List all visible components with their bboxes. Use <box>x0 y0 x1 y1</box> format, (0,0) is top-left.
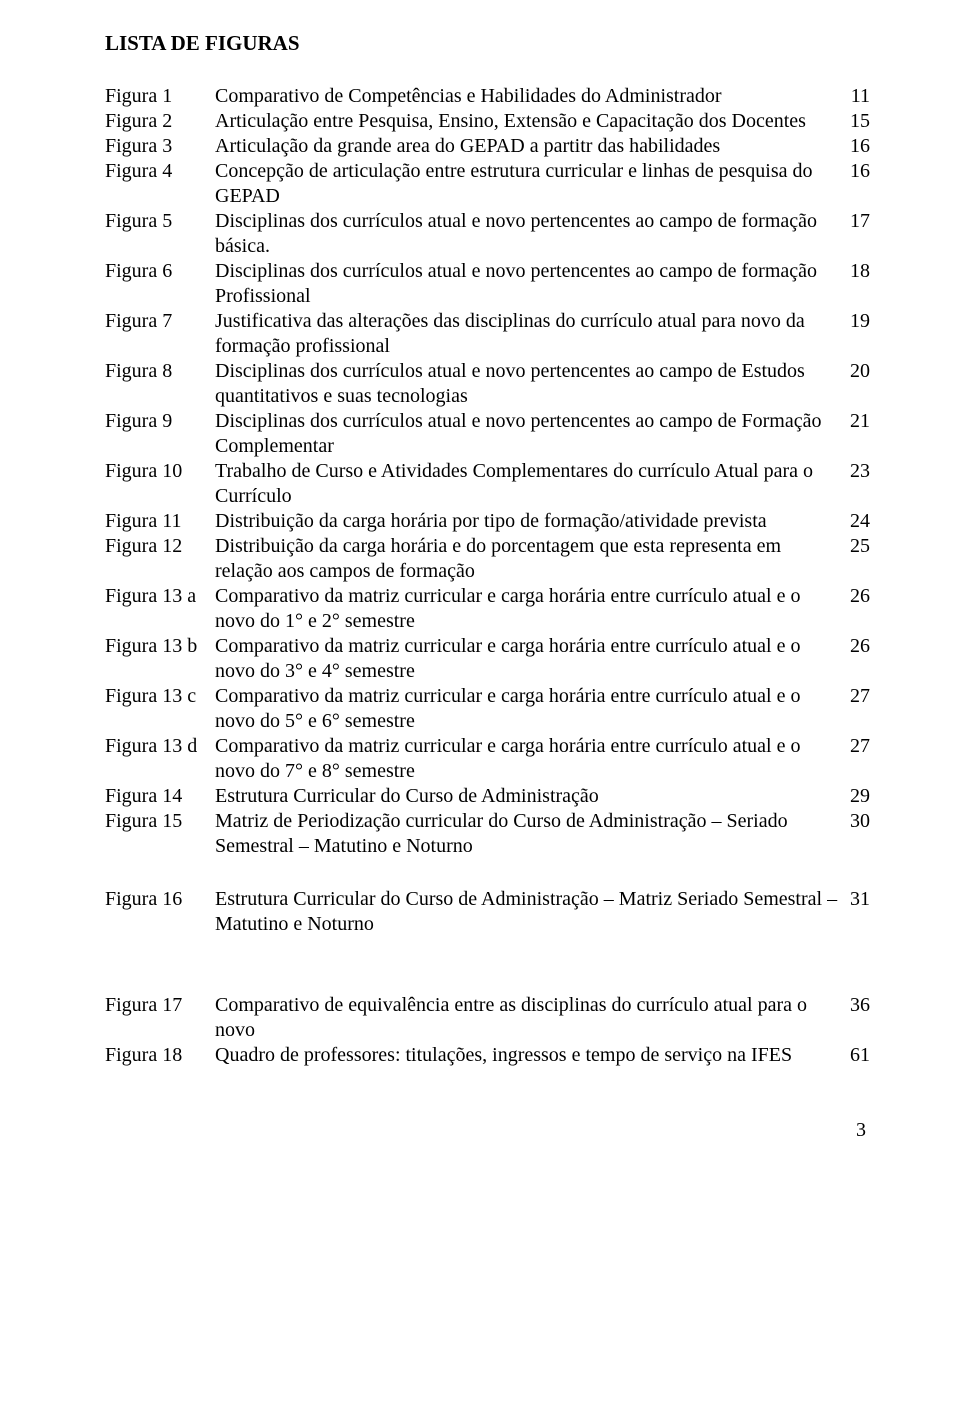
figure-list-table: Figura 1Comparativo de Competências e Ha… <box>105 84 870 1068</box>
figure-description: Justificativa das alterações das discipl… <box>215 309 838 359</box>
figure-page: 30 <box>838 809 870 859</box>
table-row: Figura 17Comparativo de equivalência ent… <box>105 993 870 1043</box>
figure-description: Matriz de Periodização curricular do Cur… <box>215 809 838 859</box>
figure-page: 16 <box>838 159 870 209</box>
figure-label: Figura 15 <box>105 809 215 859</box>
figure-label: Figura 5 <box>105 209 215 259</box>
table-row: Figura 13 aComparativo da matriz curricu… <box>105 584 870 634</box>
table-row: Figura 14Estrutura Curricular do Curso d… <box>105 784 870 809</box>
figure-label: Figura 13 a <box>105 584 215 634</box>
figure-page: 27 <box>838 684 870 734</box>
figure-page: 61 <box>838 1043 870 1068</box>
figure-description: Concepção de articulação entre estrutura… <box>215 159 838 209</box>
table-row: Figura 18Quadro de professores: titulaçõ… <box>105 1043 870 1068</box>
figure-page: 36 <box>838 993 870 1043</box>
figure-page: 27 <box>838 734 870 784</box>
figure-description: Quadro de professores: titulações, ingre… <box>215 1043 838 1068</box>
figure-page: 25 <box>838 534 870 584</box>
figure-label: Figura 10 <box>105 459 215 509</box>
figure-page: 26 <box>838 634 870 684</box>
figure-description: Articulação entre Pesquisa, Ensino, Exte… <box>215 109 838 134</box>
table-row: Figura 11Distribuição da carga horária p… <box>105 509 870 534</box>
figure-label: Figura 8 <box>105 359 215 409</box>
figure-page: 20 <box>838 359 870 409</box>
table-row: Figura 2Articulação entre Pesquisa, Ensi… <box>105 109 870 134</box>
figure-description: Estrutura Curricular do Curso de Adminis… <box>215 784 838 809</box>
figure-label: Figura 12 <box>105 534 215 584</box>
figure-description: Disciplinas dos currículos atual e novo … <box>215 359 838 409</box>
figure-description: Comparativo da matriz curricular e carga… <box>215 584 838 634</box>
table-row: Figura 7Justificativa das alterações das… <box>105 309 870 359</box>
table-row: Figura 13 cComparativo da matriz curricu… <box>105 684 870 734</box>
figure-description: Distribuição da carga horária por tipo d… <box>215 509 838 534</box>
table-row: Figura 12Distribuição da carga horária e… <box>105 534 870 584</box>
table-row: Figura 8Disciplinas dos currículos atual… <box>105 359 870 409</box>
figure-page: 17 <box>838 209 870 259</box>
table-row: Figura 13 dComparativo da matriz curricu… <box>105 734 870 784</box>
figure-page: 26 <box>838 584 870 634</box>
figure-page: 19 <box>838 309 870 359</box>
figure-description: Comparativo da matriz curricular e carga… <box>215 634 838 684</box>
figure-label: Figura 1 <box>105 84 215 109</box>
figure-label: Figura 7 <box>105 309 215 359</box>
figure-page: 24 <box>838 509 870 534</box>
figure-label: Figura 13 d <box>105 734 215 784</box>
figure-label: Figura 14 <box>105 784 215 809</box>
table-row: Figura 10Trabalho de Curso e Atividades … <box>105 459 870 509</box>
figure-label: Figura 9 <box>105 409 215 459</box>
figure-description: Trabalho de Curso e Atividades Complemen… <box>215 459 838 509</box>
figure-description: Distribuição da carga horária e do porce… <box>215 534 838 584</box>
figure-label: Figura 3 <box>105 134 215 159</box>
figure-page: 15 <box>838 109 870 134</box>
figure-page: 18 <box>838 259 870 309</box>
page-title: LISTA DE FIGURAS <box>105 30 870 56</box>
figure-description: Disciplinas dos currículos atual e novo … <box>215 209 838 259</box>
table-row: Figura 4Concepção de articulação entre e… <box>105 159 870 209</box>
table-row: Figura 5Disciplinas dos currículos atual… <box>105 209 870 259</box>
figure-page: 31 <box>838 887 870 937</box>
table-row: Figura 13 bComparativo da matriz curricu… <box>105 634 870 684</box>
figure-label: Figura 13 c <box>105 684 215 734</box>
figure-page: 23 <box>838 459 870 509</box>
figure-page: 16 <box>838 134 870 159</box>
figure-description: Comparativo da matriz curricular e carga… <box>215 684 838 734</box>
figure-description: Articulação da grande area do GEPAD a pa… <box>215 134 838 159</box>
figure-description: Disciplinas dos currículos atual e novo … <box>215 259 838 309</box>
figure-label: Figura 18 <box>105 1043 215 1068</box>
figure-description: Comparativo da matriz curricular e carga… <box>215 734 838 784</box>
figure-page: 11 <box>838 84 870 109</box>
figure-label: Figura 6 <box>105 259 215 309</box>
table-row: Figura 15Matriz de Periodização curricul… <box>105 809 870 859</box>
figure-page: 29 <box>838 784 870 809</box>
page-number: 3 <box>105 1118 870 1143</box>
figure-label: Figura 16 <box>105 887 215 937</box>
figure-description: Estrutura Curricular do Curso de Adminis… <box>215 887 838 937</box>
table-row: Figura 6Disciplinas dos currículos atual… <box>105 259 870 309</box>
table-row: Figura 9Disciplinas dos currículos atual… <box>105 409 870 459</box>
figure-label: Figura 17 <box>105 993 215 1043</box>
table-row: Figura 3Articulação da grande area do GE… <box>105 134 870 159</box>
figure-label: Figura 11 <box>105 509 215 534</box>
table-row: Figura 1Comparativo de Competências e Ha… <box>105 84 870 109</box>
figure-description: Comparativo de equivalência entre as dis… <box>215 993 838 1043</box>
table-row: Figura 16Estrutura Curricular do Curso d… <box>105 887 870 937</box>
figure-label: Figura 4 <box>105 159 215 209</box>
figure-description: Comparativo de Competências e Habilidade… <box>215 84 838 109</box>
figure-label: Figura 13 b <box>105 634 215 684</box>
figure-label: Figura 2 <box>105 109 215 134</box>
figure-page: 21 <box>838 409 870 459</box>
figure-description: Disciplinas dos currículos atual e novo … <box>215 409 838 459</box>
